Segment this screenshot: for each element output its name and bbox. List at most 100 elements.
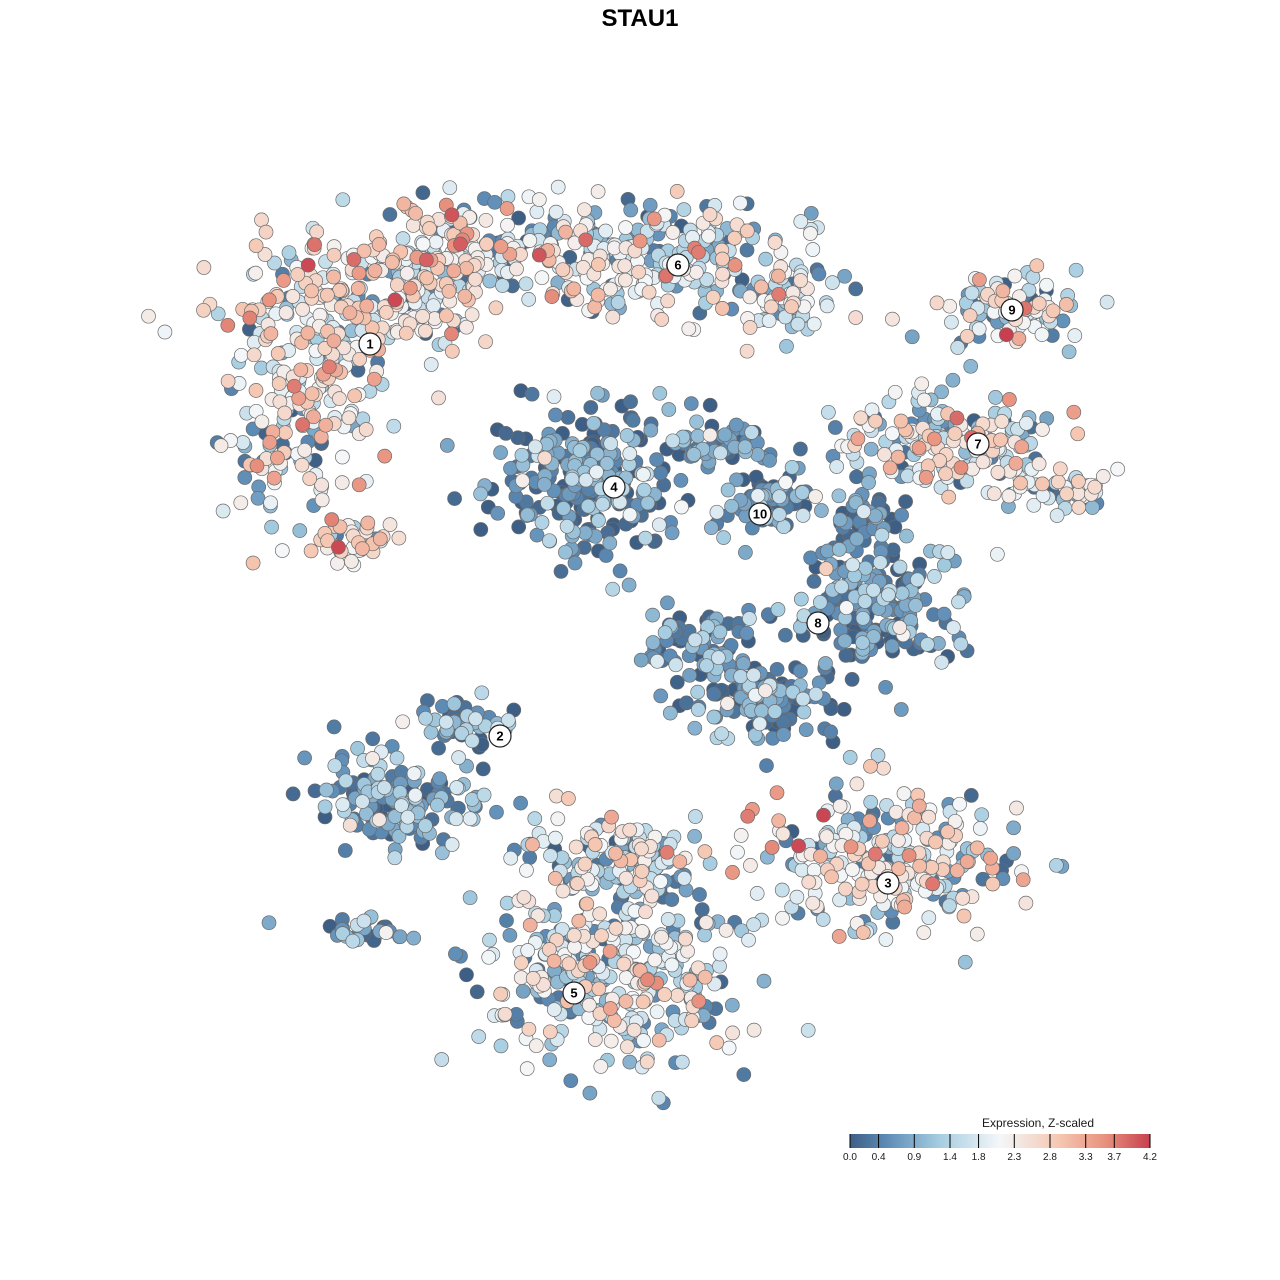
cluster-label-badge: [876, 871, 900, 895]
cell-point: [893, 413, 909, 429]
cell-point: [664, 525, 680, 541]
cell-point: [459, 319, 474, 335]
cell-point: [332, 391, 347, 406]
cell-point: [274, 543, 290, 558]
cell-point: [459, 260, 474, 276]
cell-point: [479, 236, 494, 252]
cell-point: [233, 347, 249, 363]
cell-point: [854, 876, 870, 892]
cell-point: [498, 426, 514, 441]
cell-point: [326, 269, 341, 285]
cell-point: [519, 862, 534, 878]
cell-point: [432, 771, 447, 787]
cell-point: [764, 840, 780, 855]
cell-point: [690, 428, 706, 444]
cell-point: [321, 359, 337, 375]
cell-point: [529, 527, 545, 543]
cell-point: [727, 257, 743, 273]
cell-point: [740, 808, 756, 824]
cell-point: [441, 283, 457, 299]
cell-point: [1066, 404, 1082, 420]
cell-point: [503, 461, 518, 476]
cell-point: [446, 696, 462, 712]
cell-point: [910, 572, 925, 588]
cell-point: [969, 840, 985, 856]
cell-point: [636, 482, 652, 498]
cell-point: [589, 446, 605, 462]
cell-point: [704, 520, 719, 536]
cell-point: [449, 780, 465, 795]
cell-point: [488, 300, 504, 316]
cluster-label-text: 2: [496, 729, 503, 744]
cell-point: [742, 611, 757, 626]
cell-point: [681, 321, 697, 337]
cell-point: [717, 427, 733, 443]
cell-point: [341, 410, 357, 426]
cell-point: [490, 505, 506, 521]
cell-point: [493, 986, 509, 1002]
cell-point: [314, 492, 330, 508]
cell-point: [457, 288, 473, 304]
cell-point: [709, 1035, 725, 1050]
cell-point: [372, 531, 388, 547]
cell-point: [995, 283, 1011, 299]
cell-point: [402, 280, 418, 296]
cell-point: [594, 928, 609, 944]
cell-point: [391, 530, 407, 546]
cell-point: [674, 1054, 690, 1070]
cell-point: [1061, 344, 1077, 360]
cell-point: [691, 244, 706, 260]
cell-point: [378, 304, 394, 320]
cell-point: [342, 817, 358, 833]
cell-point: [285, 289, 301, 304]
cell-point: [750, 447, 765, 462]
cell-point: [831, 542, 847, 557]
cell-point: [665, 225, 681, 240]
cell-point: [469, 984, 485, 1000]
cell-point: [959, 473, 975, 489]
cell-point: [529, 204, 545, 220]
cell-point: [249, 458, 265, 474]
cell-point: [750, 488, 766, 504]
cell-point: [718, 922, 734, 938]
cell-point: [848, 310, 864, 325]
cell-point: [582, 955, 598, 970]
cell-point: [358, 422, 374, 437]
cell-point: [415, 185, 431, 201]
cell-point: [770, 602, 786, 617]
legend-tick-label: 2.8: [1043, 1152, 1057, 1163]
cell-point: [818, 561, 834, 577]
cell-point: [899, 528, 914, 544]
cell-point: [326, 333, 342, 349]
cell-point: [331, 539, 346, 555]
cell-point: [509, 261, 524, 277]
cell-point: [448, 946, 463, 962]
cell-point: [546, 1002, 562, 1017]
cell-point: [462, 890, 478, 906]
cell-point: [590, 385, 605, 401]
cell-point: [497, 1006, 513, 1022]
cell-point: [564, 471, 580, 487]
cell-point: [548, 830, 563, 846]
cell-point: [587, 1032, 603, 1047]
cell-point: [818, 656, 833, 671]
cell-point: [898, 494, 913, 509]
cell-point: [281, 245, 297, 261]
cell-point: [874, 833, 890, 849]
cell-point: [881, 587, 896, 603]
cell-point: [759, 758, 774, 773]
cell-point: [530, 908, 546, 923]
cell-point: [473, 486, 488, 502]
cell-point: [1035, 422, 1050, 437]
cell-point: [912, 858, 928, 874]
cell-point: [901, 848, 917, 863]
cell-point: [837, 268, 852, 284]
cell-point: [567, 555, 583, 571]
cluster-label-badge: [488, 724, 512, 748]
cell-point: [803, 205, 819, 221]
cell-point: [521, 1021, 537, 1037]
cell-point: [878, 932, 894, 947]
cell-point: [478, 212, 494, 228]
cell-point: [1006, 820, 1021, 836]
cell-point: [303, 543, 319, 559]
